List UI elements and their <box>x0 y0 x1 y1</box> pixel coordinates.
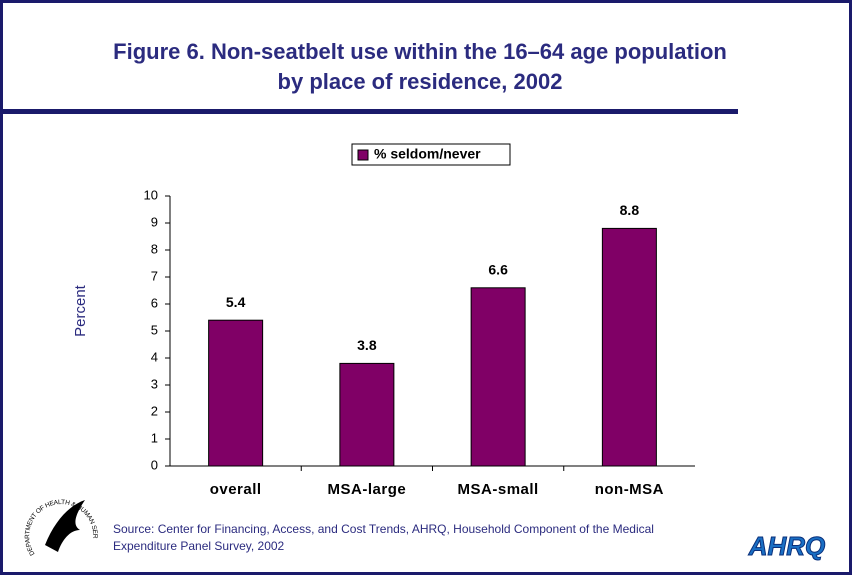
legend-label: % seldom/never <box>374 146 481 162</box>
y-tick-label: 5 <box>151 322 158 337</box>
y-tick-label: 1 <box>151 430 158 445</box>
bar <box>339 362 395 467</box>
y-tick-label: 10 <box>144 187 158 202</box>
bar <box>601 227 657 467</box>
y-tick-label: 2 <box>151 403 158 418</box>
source-note: Source: Center for Financing, Access, an… <box>113 522 654 536</box>
value-label: 8.8 <box>620 202 640 218</box>
bar <box>470 287 526 467</box>
x-tick-label: MSA-large <box>328 481 407 498</box>
legend-swatch <box>357 149 369 161</box>
y-tick-label: 6 <box>151 295 158 310</box>
seal-figure <box>45 500 85 552</box>
y-tick-label: 3 <box>151 376 158 391</box>
legend-box <box>351 143 511 166</box>
source-note: Expenditure Panel Survey, 2002 <box>113 539 285 553</box>
chart-title: Figure 6. Non-seatbelt use within the 16… <box>113 39 727 64</box>
chart-title: by place of residence, 2002 <box>278 69 563 94</box>
x-tick-label: MSA-small <box>458 481 539 498</box>
y-tick-label: 4 <box>151 349 158 364</box>
y-tick-label: 7 <box>151 268 158 283</box>
y-tick-label: 0 <box>151 457 158 472</box>
value-label: 3.8 <box>357 337 377 353</box>
bar <box>208 319 264 467</box>
ahrq-logo: AHRQ <box>748 531 826 561</box>
y-tick-label: 8 <box>151 241 158 256</box>
value-label: 5.4 <box>226 294 246 310</box>
y-axis-label: Percent <box>72 284 89 337</box>
value-label: 6.6 <box>488 262 508 278</box>
title-underline <box>0 109 738 114</box>
x-tick-label: overall <box>210 481 262 498</box>
x-tick-label: non-MSA <box>595 481 664 498</box>
y-tick-label: 9 <box>151 214 158 229</box>
